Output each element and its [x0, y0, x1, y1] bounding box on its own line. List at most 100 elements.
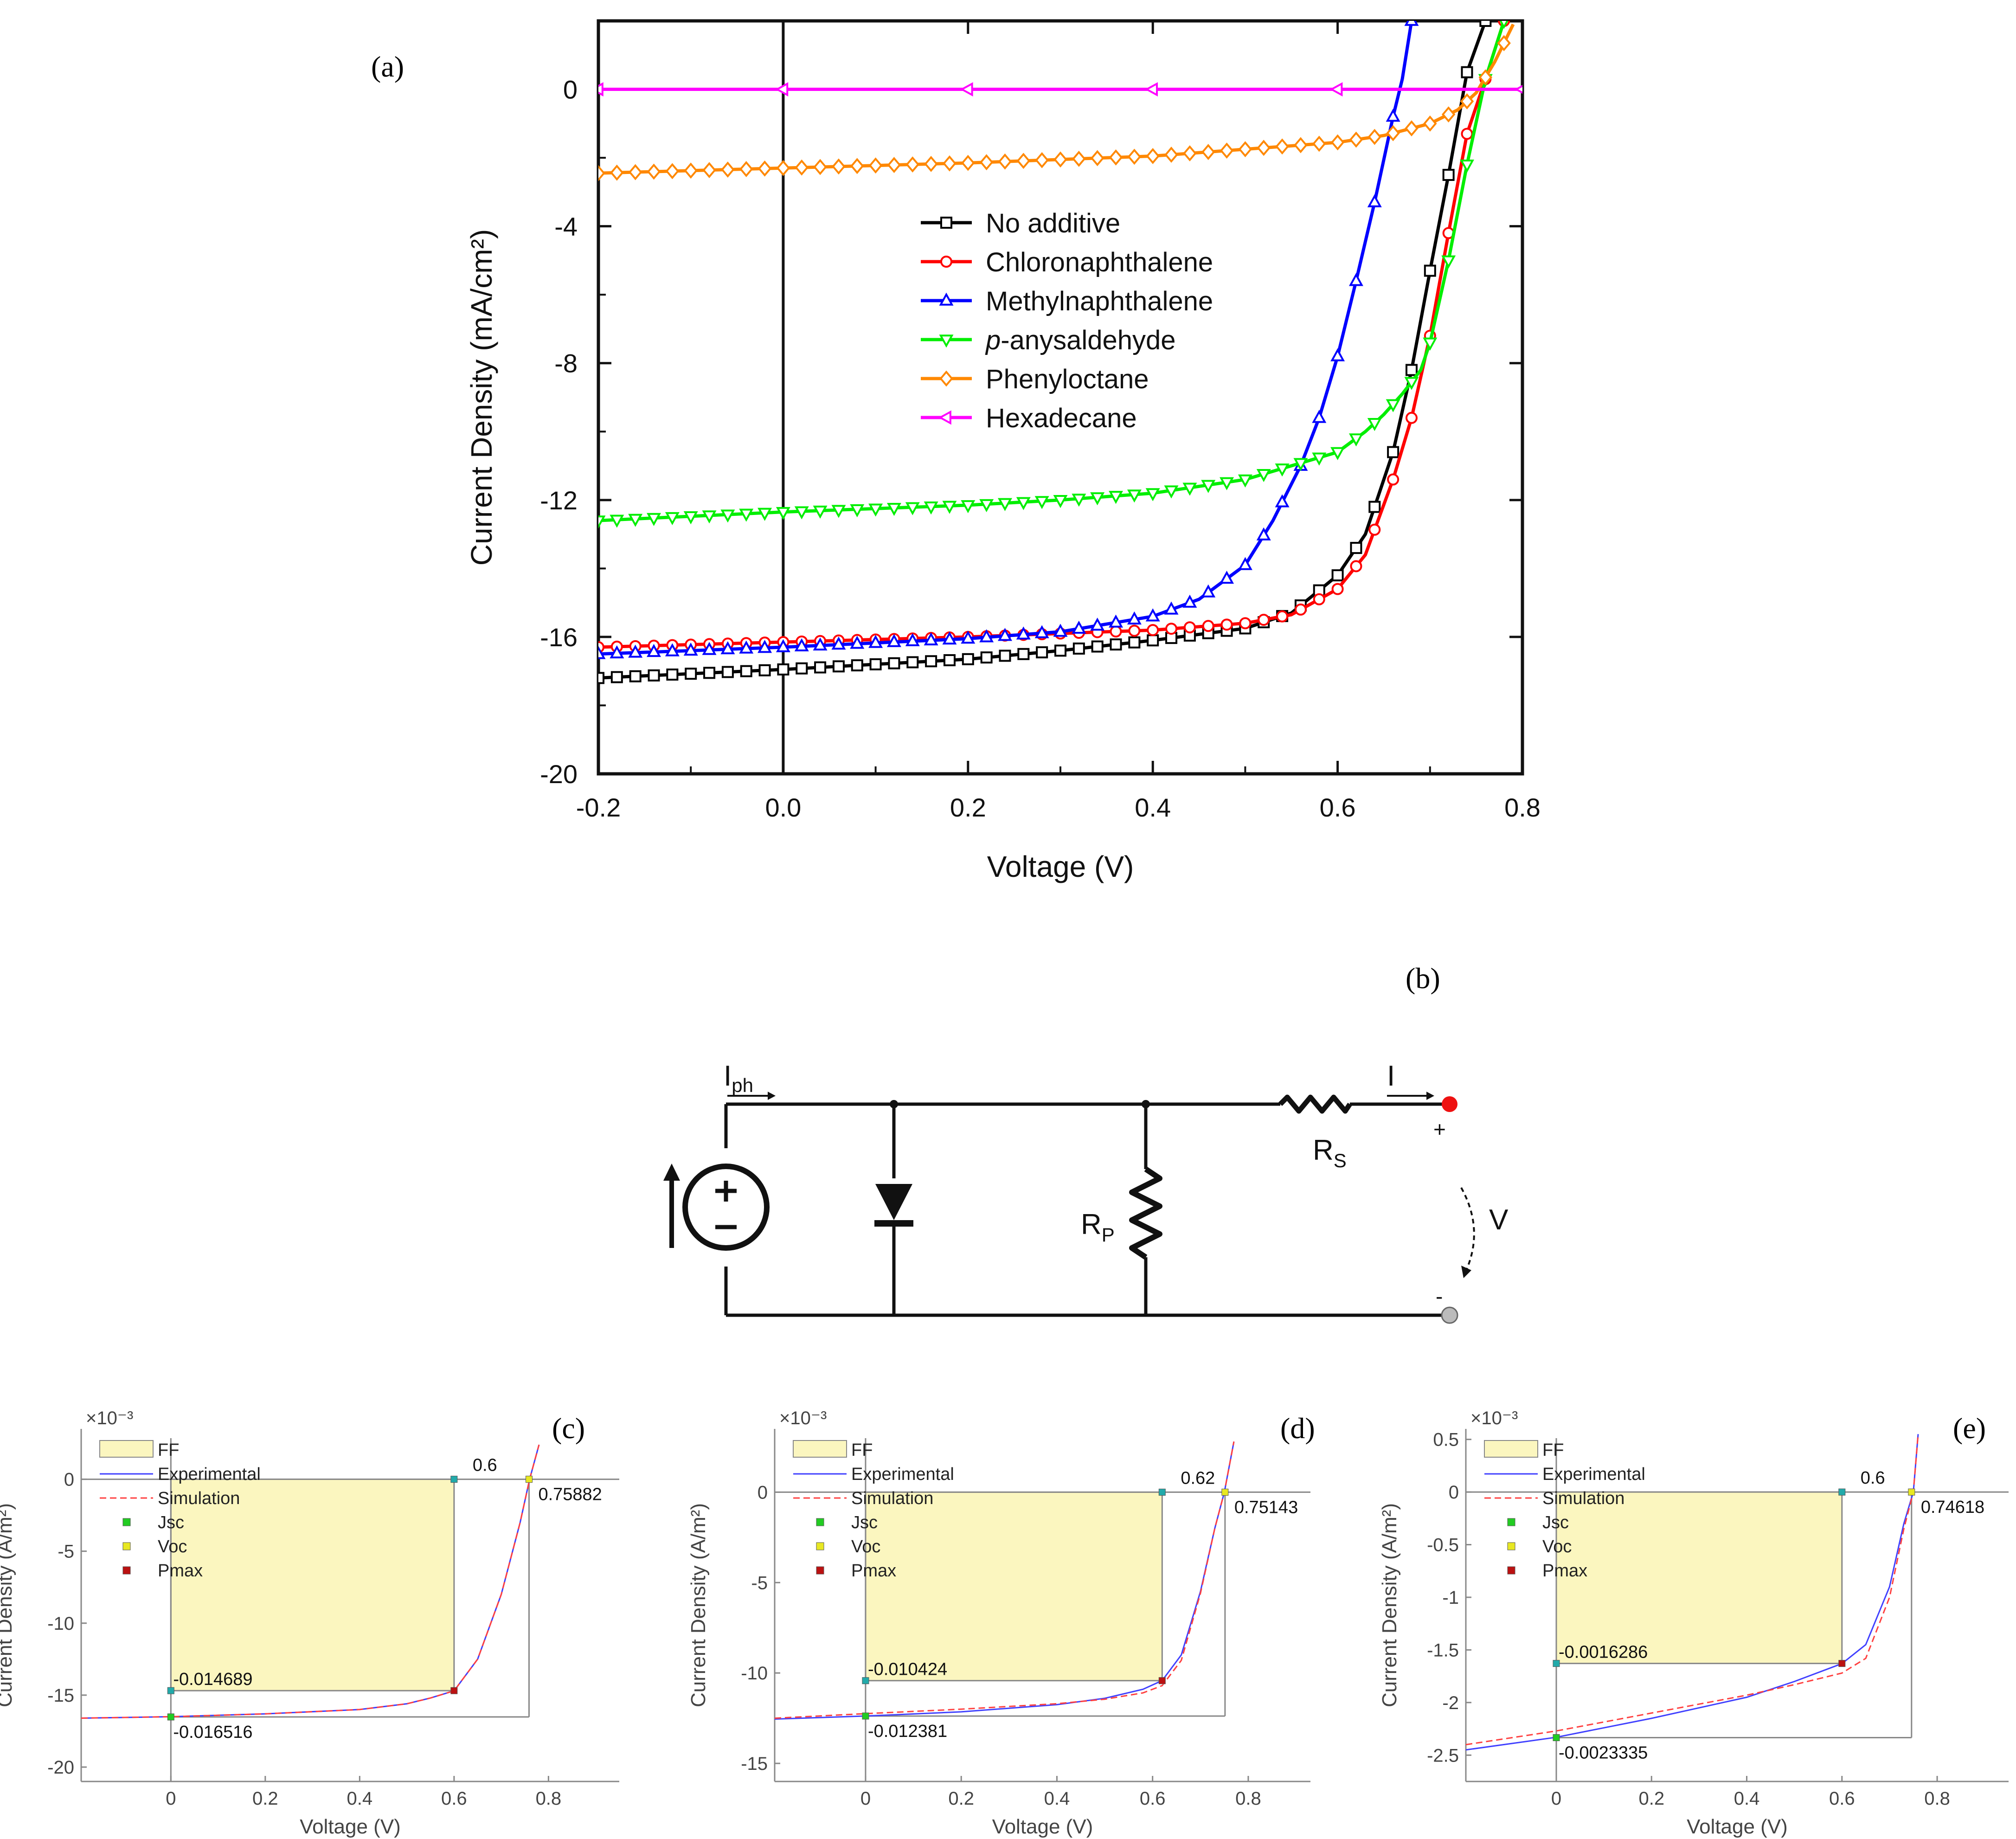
simulation-line [1466, 1434, 1919, 1746]
series-marker [850, 158, 864, 174]
x-axis-title: Voltage (V) [300, 1815, 401, 1838]
series-marker [1461, 128, 1473, 140]
series-marker [1514, 85, 1522, 94]
series-marker [1294, 137, 1308, 154]
series-marker [684, 162, 698, 179]
y-tick-label: -2.5 [1427, 1745, 1459, 1766]
legend-label: Jsc [851, 1513, 878, 1532]
series-marker [740, 665, 752, 677]
series-marker [628, 644, 643, 658]
panel-b-label: (b) [1406, 962, 1440, 995]
series-marker [1182, 594, 1197, 608]
legend-marker-swatch [122, 1518, 131, 1526]
y-tick-label: -8 [554, 349, 578, 378]
series-marker [610, 671, 623, 683]
series-marker [1201, 584, 1216, 598]
series-marker [813, 505, 828, 519]
series-marker [832, 660, 845, 673]
series-marker [1164, 485, 1179, 499]
series-marker [758, 664, 771, 676]
series-marker [1350, 560, 1362, 572]
series-marker [1147, 634, 1159, 647]
exponent-label: ×10⁻³ [86, 1408, 133, 1428]
x-tick-label: 0 [860, 1788, 871, 1809]
y-tick-label: -0.5 [1427, 1535, 1459, 1556]
series-marker [1238, 141, 1252, 158]
series-marker [610, 514, 624, 528]
series-marker [1202, 620, 1214, 632]
legend-label: Voc [1542, 1537, 1572, 1556]
x-tick-label: 0.6 [1140, 1788, 1166, 1809]
legend-marker-swatch [816, 1518, 824, 1526]
series-marker [1054, 644, 1066, 657]
series-marker [1386, 399, 1400, 412]
series-marker [739, 508, 754, 522]
panel-e-chart: (e) ×10⁻³ 0 0.2 0.4 0.6 0.8 0.5 0 -0.5 -1 -1.5 -2 -2.… [1378, 1408, 2009, 1838]
x-tick-label: 0.2 [1638, 1788, 1664, 1809]
series-marker [1348, 273, 1363, 286]
series-marker [1090, 617, 1105, 631]
series-marker [1145, 608, 1160, 622]
series-marker [851, 659, 863, 672]
series-marker [1330, 134, 1345, 151]
series-marker [1201, 480, 1216, 493]
x-axis-title: Voltage (V) [987, 850, 1134, 883]
series-marker [777, 663, 790, 675]
series-marker [1404, 21, 1419, 26]
series-marker [1127, 489, 1142, 503]
series-marker [999, 649, 1011, 662]
series-marker [629, 670, 642, 682]
plus-label: + [1433, 1117, 1446, 1141]
legend-marker-swatch [816, 1566, 824, 1575]
series-marker [1258, 614, 1270, 626]
series-marker [1109, 491, 1124, 504]
series-marker [794, 638, 809, 651]
rp-resistor-icon [1129, 1167, 1162, 1260]
legend-label: Phenyloctane [986, 364, 1149, 394]
series-marker [1146, 148, 1160, 164]
series-marker [598, 672, 604, 684]
series-marker [1368, 129, 1381, 145]
curves [81, 1444, 540, 1719]
y-axis-title: Current Density (A/m²) [0, 1503, 16, 1707]
node-rp [1142, 1100, 1150, 1108]
series-marker [1110, 638, 1122, 651]
series-marker [1387, 446, 1400, 458]
series-marker [1257, 140, 1271, 156]
series-marker [1497, 35, 1511, 51]
series-group [598, 21, 1522, 684]
legend-label: Simulation [851, 1489, 933, 1508]
series-marker [869, 658, 882, 670]
series-marker [721, 666, 734, 678]
pmax-marker [450, 1687, 458, 1694]
x-tick-label: 0.0 [765, 793, 801, 822]
series-marker [1072, 642, 1085, 655]
panel-d-chart: (d) ×10⁻³ 0 0.2 0.4 0.6 0.8 0 -5 -10 -15 Voltage (V… [687, 1408, 1315, 1838]
series-marker [1164, 601, 1179, 615]
series-marker [1110, 625, 1122, 638]
y-tick-label: -15 [741, 1754, 768, 1774]
x-tick-label: 0.4 [1135, 793, 1171, 822]
series-marker [1405, 120, 1419, 137]
legend-label: Experimental [1542, 1465, 1645, 1484]
series-marker [813, 637, 828, 651]
series-marker [1147, 624, 1159, 637]
series-marker [647, 513, 661, 526]
voc-annotation: 0.75143 [1234, 1498, 1298, 1517]
legend-marker-swatch [1507, 1518, 1515, 1526]
isc-annotation: -0.0023335 [1559, 1743, 1648, 1763]
series-marker [832, 158, 846, 175]
negative-terminal [1441, 1306, 1458, 1324]
legend-marker-swatch [122, 1542, 131, 1550]
y-tick-label: 0 [758, 1482, 768, 1503]
i-label: I [1387, 1060, 1395, 1092]
imp-annotation: -0.014689 [173, 1670, 252, 1689]
vmp-marker [1838, 1488, 1846, 1496]
series-marker [1442, 168, 1455, 181]
voltage-arrow-icon [1461, 1266, 1471, 1278]
series-marker [1405, 364, 1418, 376]
series-marker [1090, 150, 1104, 167]
series-marker [1183, 621, 1196, 634]
vmp-annotation: 0.6 [473, 1456, 497, 1475]
series-marker [961, 500, 976, 514]
